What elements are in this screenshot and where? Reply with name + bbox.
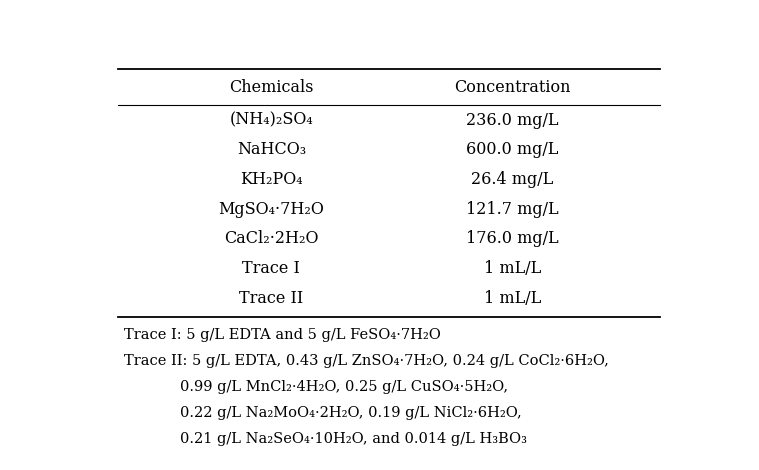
Text: 26.4 mg/L: 26.4 mg/L <box>471 171 553 188</box>
Text: (NH₄)₂SO₄: (NH₄)₂SO₄ <box>229 111 313 129</box>
Text: KH₂PO₄: KH₂PO₄ <box>240 171 303 188</box>
Text: 236.0 mg/L: 236.0 mg/L <box>466 111 559 129</box>
Text: Chemicals: Chemicals <box>229 78 313 96</box>
Text: 176.0 mg/L: 176.0 mg/L <box>466 230 559 247</box>
Text: MgSO₄·7H₂O: MgSO₄·7H₂O <box>219 201 324 218</box>
Text: 0.99 g/L MnCl₂·4H₂O, 0.25 g/L CuSO₄·5H₂O,: 0.99 g/L MnCl₂·4H₂O, 0.25 g/L CuSO₄·5H₂O… <box>180 380 509 394</box>
Text: Trace II: Trace II <box>239 290 304 306</box>
Text: 121.7 mg/L: 121.7 mg/L <box>466 201 559 218</box>
Text: Trace I: Trace I <box>242 260 301 277</box>
Text: Trace I: 5 g/L EDTA and 5 g/L FeSO₄·7H₂O: Trace I: 5 g/L EDTA and 5 g/L FeSO₄·7H₂O <box>124 328 441 342</box>
Text: 1 mL/L: 1 mL/L <box>484 290 541 306</box>
Text: Trace II: 5 g/L EDTA, 0.43 g/L ZnSO₄·7H₂O, 0.24 g/L CoCl₂·6H₂O,: Trace II: 5 g/L EDTA, 0.43 g/L ZnSO₄·7H₂… <box>124 354 609 368</box>
Text: 0.21 g/L Na₂SeO₄·10H₂O, and 0.014 g/L H₃BO₃: 0.21 g/L Na₂SeO₄·10H₂O, and 0.014 g/L H₃… <box>180 432 528 446</box>
Text: 1 mL/L: 1 mL/L <box>484 260 541 277</box>
Text: 0.22 g/L Na₂MoO₄·2H₂O, 0.19 g/L NiCl₂·6H₂O,: 0.22 g/L Na₂MoO₄·2H₂O, 0.19 g/L NiCl₂·6H… <box>180 406 522 420</box>
Text: 600.0 mg/L: 600.0 mg/L <box>466 141 559 158</box>
Text: NaHCO₃: NaHCO₃ <box>237 141 306 158</box>
Text: Concentration: Concentration <box>455 78 571 96</box>
Text: CaCl₂·2H₂O: CaCl₂·2H₂O <box>224 230 319 247</box>
